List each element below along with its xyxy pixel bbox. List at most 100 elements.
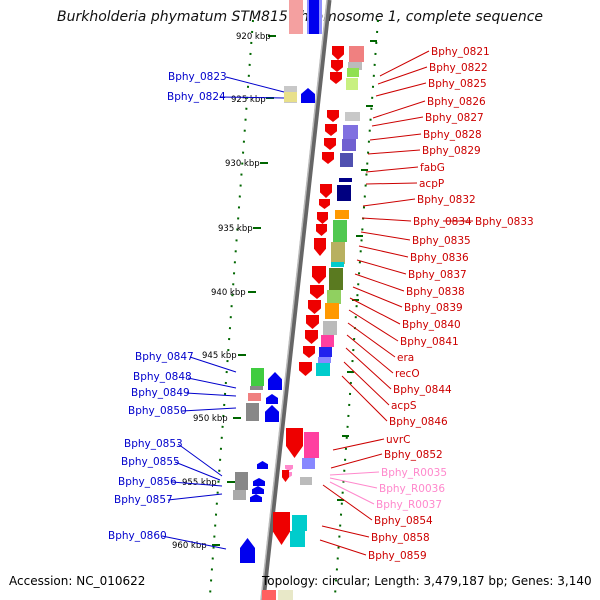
gene-arrow-reverse[interactable] xyxy=(299,362,312,376)
gene-label-right[interactable]: Bphy_0837 xyxy=(408,269,467,281)
gene-block[interactable] xyxy=(331,242,345,264)
gene-label-right[interactable]: Bphy_0844 xyxy=(393,384,452,396)
gene-label-right[interactable]: Bphy_0829 xyxy=(422,145,481,157)
gene-block[interactable] xyxy=(316,363,330,376)
gene-label-right[interactable]: Bphy_R0036 xyxy=(379,483,445,495)
gene-block[interactable] xyxy=(331,262,344,267)
gene-arrow-forward[interactable] xyxy=(266,394,278,404)
gene-arrow-reverse[interactable] xyxy=(306,315,319,329)
gene-label-right[interactable]: Bphy_0821 xyxy=(431,46,490,58)
gene-block[interactable] xyxy=(235,472,248,490)
gene-arrow-forward[interactable] xyxy=(240,538,255,563)
gene-block[interactable] xyxy=(262,590,276,600)
gene-label-right[interactable]: acpS xyxy=(391,400,417,412)
gene-arrow-reverse[interactable] xyxy=(273,512,290,545)
gene-block[interactable] xyxy=(348,62,362,70)
gene-block[interactable] xyxy=(327,290,341,304)
gene-label-left[interactable]: Bphy_0857 xyxy=(114,494,173,506)
gene-arrow-reverse[interactable] xyxy=(327,110,339,122)
gene-block[interactable] xyxy=(248,393,261,401)
gene-block[interactable] xyxy=(289,0,303,34)
gene-block[interactable] xyxy=(246,403,259,421)
gene-label-right[interactable]: Bphy_0822 xyxy=(429,62,488,74)
gene-block[interactable] xyxy=(345,112,360,121)
gene-block[interactable] xyxy=(346,78,358,90)
gene-label-right[interactable]: Bphy_0827 xyxy=(425,112,484,124)
gene-block[interactable] xyxy=(349,46,364,62)
gene-block[interactable] xyxy=(290,531,305,547)
gene-label-left[interactable]: Bphy_0850 xyxy=(128,405,187,417)
gene-label-right[interactable]: Bphy_0825 xyxy=(428,78,487,90)
gene-block[interactable] xyxy=(292,515,307,531)
gene-arrow-forward[interactable] xyxy=(268,372,282,390)
gene-label-right[interactable]: uvrC xyxy=(386,434,411,446)
gene-label-right[interactable]: Bphy_0832 xyxy=(417,194,476,206)
gene-label-left[interactable]: Bphy_0848 xyxy=(133,371,192,383)
gene-arrow-reverse[interactable] xyxy=(324,138,336,150)
gene-block[interactable] xyxy=(318,357,331,363)
gene-arrow-forward[interactable] xyxy=(257,461,268,469)
gene-label-right[interactable]: Bphy_0839 xyxy=(404,302,463,314)
gene-block[interactable] xyxy=(337,185,351,201)
gene-label-left[interactable]: Bphy_0860 xyxy=(108,530,167,542)
gene-label-right[interactable]: Bphy_R0037 xyxy=(376,499,442,511)
gene-block[interactable] xyxy=(329,268,343,290)
gene-label-right[interactable]: acpP xyxy=(419,178,444,190)
gene-block[interactable] xyxy=(325,303,339,319)
gene-arrow-reverse[interactable] xyxy=(319,199,330,209)
gene-label-right[interactable]: Bphy_0840 xyxy=(402,319,461,331)
gene-arrow-reverse[interactable] xyxy=(325,124,337,136)
gene-arrow-reverse[interactable] xyxy=(332,46,344,60)
gene-label-right[interactable]: Bphy_0833 xyxy=(475,216,534,228)
gene-label-left[interactable]: Bphy_0853 xyxy=(124,438,183,450)
gene-block[interactable] xyxy=(333,220,347,242)
gene-block[interactable] xyxy=(335,210,349,219)
gene-block[interactable] xyxy=(342,139,356,151)
gene-block[interactable] xyxy=(340,153,353,167)
gene-arrow-reverse[interactable] xyxy=(320,184,332,198)
gene-label-right[interactable]: Bphy_0841 xyxy=(400,336,459,348)
gene-arrow-reverse[interactable] xyxy=(305,330,318,344)
gene-block[interactable] xyxy=(284,92,297,102)
gene-arrow-reverse[interactable] xyxy=(331,60,343,72)
gene-label-right[interactable]: era xyxy=(397,352,414,364)
gene-block[interactable] xyxy=(319,347,332,357)
gene-label-right[interactable]: fabG xyxy=(420,162,445,174)
gene-block[interactable] xyxy=(323,321,337,335)
gene-label-right[interactable]: Bphy_0826 xyxy=(427,96,486,108)
gene-arrow-forward[interactable] xyxy=(250,494,262,502)
gene-block[interactable] xyxy=(250,386,263,390)
gene-label-right[interactable]: Bphy_0846 xyxy=(389,416,448,428)
gene-arrow-reverse[interactable] xyxy=(282,470,289,482)
gene-label-right[interactable]: Bphy_0835 xyxy=(412,235,471,247)
gene-label-left[interactable]: Bphy_0855 xyxy=(121,456,180,468)
gene-label-right[interactable]: Bphy_0858 xyxy=(371,532,430,544)
gene-label-left[interactable]: Bphy_0849 xyxy=(131,387,190,399)
gene-label-right[interactable]: Bphy_0838 xyxy=(406,286,465,298)
gene-arrow-reverse[interactable] xyxy=(317,212,328,224)
gene-label-left[interactable]: Bphy_0856 xyxy=(118,476,177,488)
gene-label-right[interactable]: Bphy_0834 xyxy=(413,216,472,228)
gene-label-left[interactable]: Bphy_0847 xyxy=(135,351,194,363)
gene-label-right[interactable]: Bphy_0828 xyxy=(423,129,482,141)
gene-block[interactable] xyxy=(347,68,359,77)
gene-arrow-forward[interactable] xyxy=(265,405,279,422)
gene-label-right[interactable]: Bphy_0836 xyxy=(410,252,469,264)
gene-label-left[interactable]: Bphy_0823 xyxy=(168,71,227,83)
gene-block[interactable] xyxy=(233,490,246,500)
gene-arrow-reverse[interactable] xyxy=(312,266,326,284)
gene-block[interactable] xyxy=(321,335,334,347)
gene-arrow-reverse[interactable] xyxy=(308,300,321,314)
gene-block[interactable] xyxy=(339,178,352,182)
gene-arrow-reverse[interactable] xyxy=(310,285,324,299)
gene-block[interactable] xyxy=(309,0,319,34)
gene-block[interactable] xyxy=(343,125,358,139)
gene-arrow-reverse[interactable] xyxy=(303,346,315,358)
gene-arrow-reverse[interactable] xyxy=(286,428,303,458)
gene-arrow-forward[interactable] xyxy=(301,88,315,103)
gene-arrow-reverse[interactable] xyxy=(322,152,334,164)
gene-arrow-reverse[interactable] xyxy=(285,465,293,471)
gene-arrow-reverse[interactable] xyxy=(314,238,326,256)
gene-block[interactable] xyxy=(251,368,264,386)
gene-label-left[interactable]: Bphy_0824 xyxy=(167,91,226,103)
